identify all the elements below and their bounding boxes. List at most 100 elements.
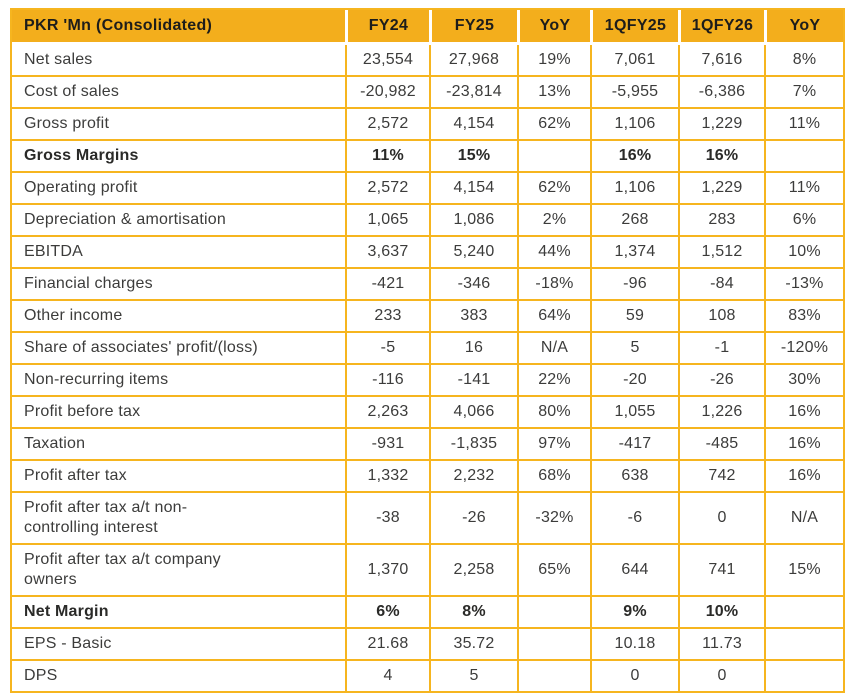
column-header-1qfy25-4: 1QFY25 [590,10,678,45]
cell-value: 1,229 [678,109,764,141]
cell-value [517,597,590,629]
cell-value [517,629,590,661]
cell-value: 16% [678,141,764,173]
cell-value: 16% [764,461,843,493]
cell-value: 2,572 [345,109,429,141]
cell-value: 11% [764,109,843,141]
cell-value: 0 [678,493,764,545]
cell-value: 2,263 [345,397,429,429]
cell-value: 35.72 [429,629,517,661]
row-label: Net Margin [12,597,345,629]
row-label-text: Net sales [24,51,93,68]
cell-value: 6% [764,205,843,237]
row-net-margin: Net Margin 6% 8% 9% 10% [12,597,843,629]
cell-value: 4 [345,661,429,691]
row-label: Cost of sales [12,77,345,109]
row-label: EBITDA [12,237,345,269]
cell-value: 4,154 [429,109,517,141]
row-label-text: Profit after tax [24,467,127,484]
row-depreciation-amortisation: Depreciation & amortisation 1,065 1,086 2% 2… [12,205,843,237]
row-label: Net sales [12,45,345,77]
cell-value: 15% [764,545,843,597]
cell-value: 7,616 [678,45,764,77]
row-label-text: Profit after tax a/t non-controlling int… [24,499,188,536]
cell-value: -23,814 [429,77,517,109]
cell-value: -6,386 [678,77,764,109]
cell-value: -1,835 [429,429,517,461]
cell-value: 3,637 [345,237,429,269]
cell-value: -485 [678,429,764,461]
row-profit-before-tax: Profit before tax 2,263 4,066 80% 1,055 1,226… [12,397,843,429]
cell-value: N/A [517,333,590,365]
cell-value: 11.73 [678,629,764,661]
cell-value: 742 [678,461,764,493]
cell-value: -20,982 [345,77,429,109]
cell-value: 16% [764,397,843,429]
column-header-yoy-6: YoY [764,10,843,45]
cell-value: 7% [764,77,843,109]
cell-value: -38 [345,493,429,545]
row-non-recurring-items: Non-recurring items -116 -141 22% -20 -26 30% [12,365,843,397]
row-net-sales: Net sales 23,554 27,968 19% 7,061 7,616 8% [12,45,843,77]
cell-value: 7,061 [590,45,678,77]
cell-value: 1,229 [678,173,764,205]
cell-value: -26 [678,365,764,397]
cell-value: -5,955 [590,77,678,109]
cell-value: 383 [429,301,517,333]
row-label: Depreciation & amortisation [12,205,345,237]
row-label: Financial charges [12,269,345,301]
cell-value: 5 [590,333,678,365]
cell-value: 1,086 [429,205,517,237]
cell-value: -346 [429,269,517,301]
cell-value [517,141,590,173]
cell-value: 2,258 [429,545,517,597]
cell-value: 19% [517,45,590,77]
row-label-text: Profit after tax a/t company owners [24,551,221,588]
cell-value: 0 [678,661,764,691]
row-label: Other income [12,301,345,333]
row-label-text: Share of associates' profit/(loss) [24,339,258,356]
consolidated-financials-table: PKR 'Mn (Consolidated) FY24 FY25 YoY 1QFY25 1… [10,8,845,693]
row-label: Non-recurring items [12,365,345,397]
cell-value: 10% [678,597,764,629]
cell-value: 6% [345,597,429,629]
row-label-text: DPS [24,667,58,684]
cell-value: -931 [345,429,429,461]
header-metric-column: PKR 'Mn (Consolidated) [12,10,345,45]
cell-value: 44% [517,237,590,269]
table-body: Net sales 23,554 27,968 19% 7,061 7,616 8% Cost… [12,45,843,691]
row-gross-margins: Gross Margins 11% 15% 16% 16% [12,141,843,173]
row-label: Gross profit [12,109,345,141]
cell-value: -5 [345,333,429,365]
cell-value: 1,106 [590,173,678,205]
column-header-yoy-3: YoY [517,10,590,45]
row-label-text: Gross profit [24,115,110,132]
row-profit-after-tax-a-t-company-owners: Profit after tax a/t company owners 1,370… [12,545,843,597]
cell-value: 644 [590,545,678,597]
row-label: Share of associates' profit/(loss) [12,333,345,365]
cell-value: 8% [764,45,843,77]
row-label: EPS - Basic [12,629,345,661]
row-label-text: Financial charges [24,275,153,292]
row-label: Profit after tax [12,461,345,493]
cell-value: 62% [517,109,590,141]
row-ebitda: EBITDA 3,637 5,240 44% 1,374 1,512 10% [12,237,843,269]
cell-value [517,661,590,691]
cell-value: 4,154 [429,173,517,205]
row-operating-profit: Operating profit 2,572 4,154 62% 1,106 1,229 1… [12,173,843,205]
cell-value: 2,232 [429,461,517,493]
cell-value: -26 [429,493,517,545]
cell-value: 5,240 [429,237,517,269]
cell-value: -6 [590,493,678,545]
row-label-text: Operating profit [24,179,138,196]
row-label-text: Gross Margins [24,147,139,164]
row-label: Profit before tax [12,397,345,429]
cell-value: 27,968 [429,45,517,77]
cell-value: 0 [590,661,678,691]
row-label: Gross Margins [12,141,345,173]
row-label: Profit after tax a/t company owners [12,545,345,597]
cell-value [764,629,843,661]
row-label: Profit after tax a/t non-controlling int… [12,493,345,545]
cell-value: 1,374 [590,237,678,269]
